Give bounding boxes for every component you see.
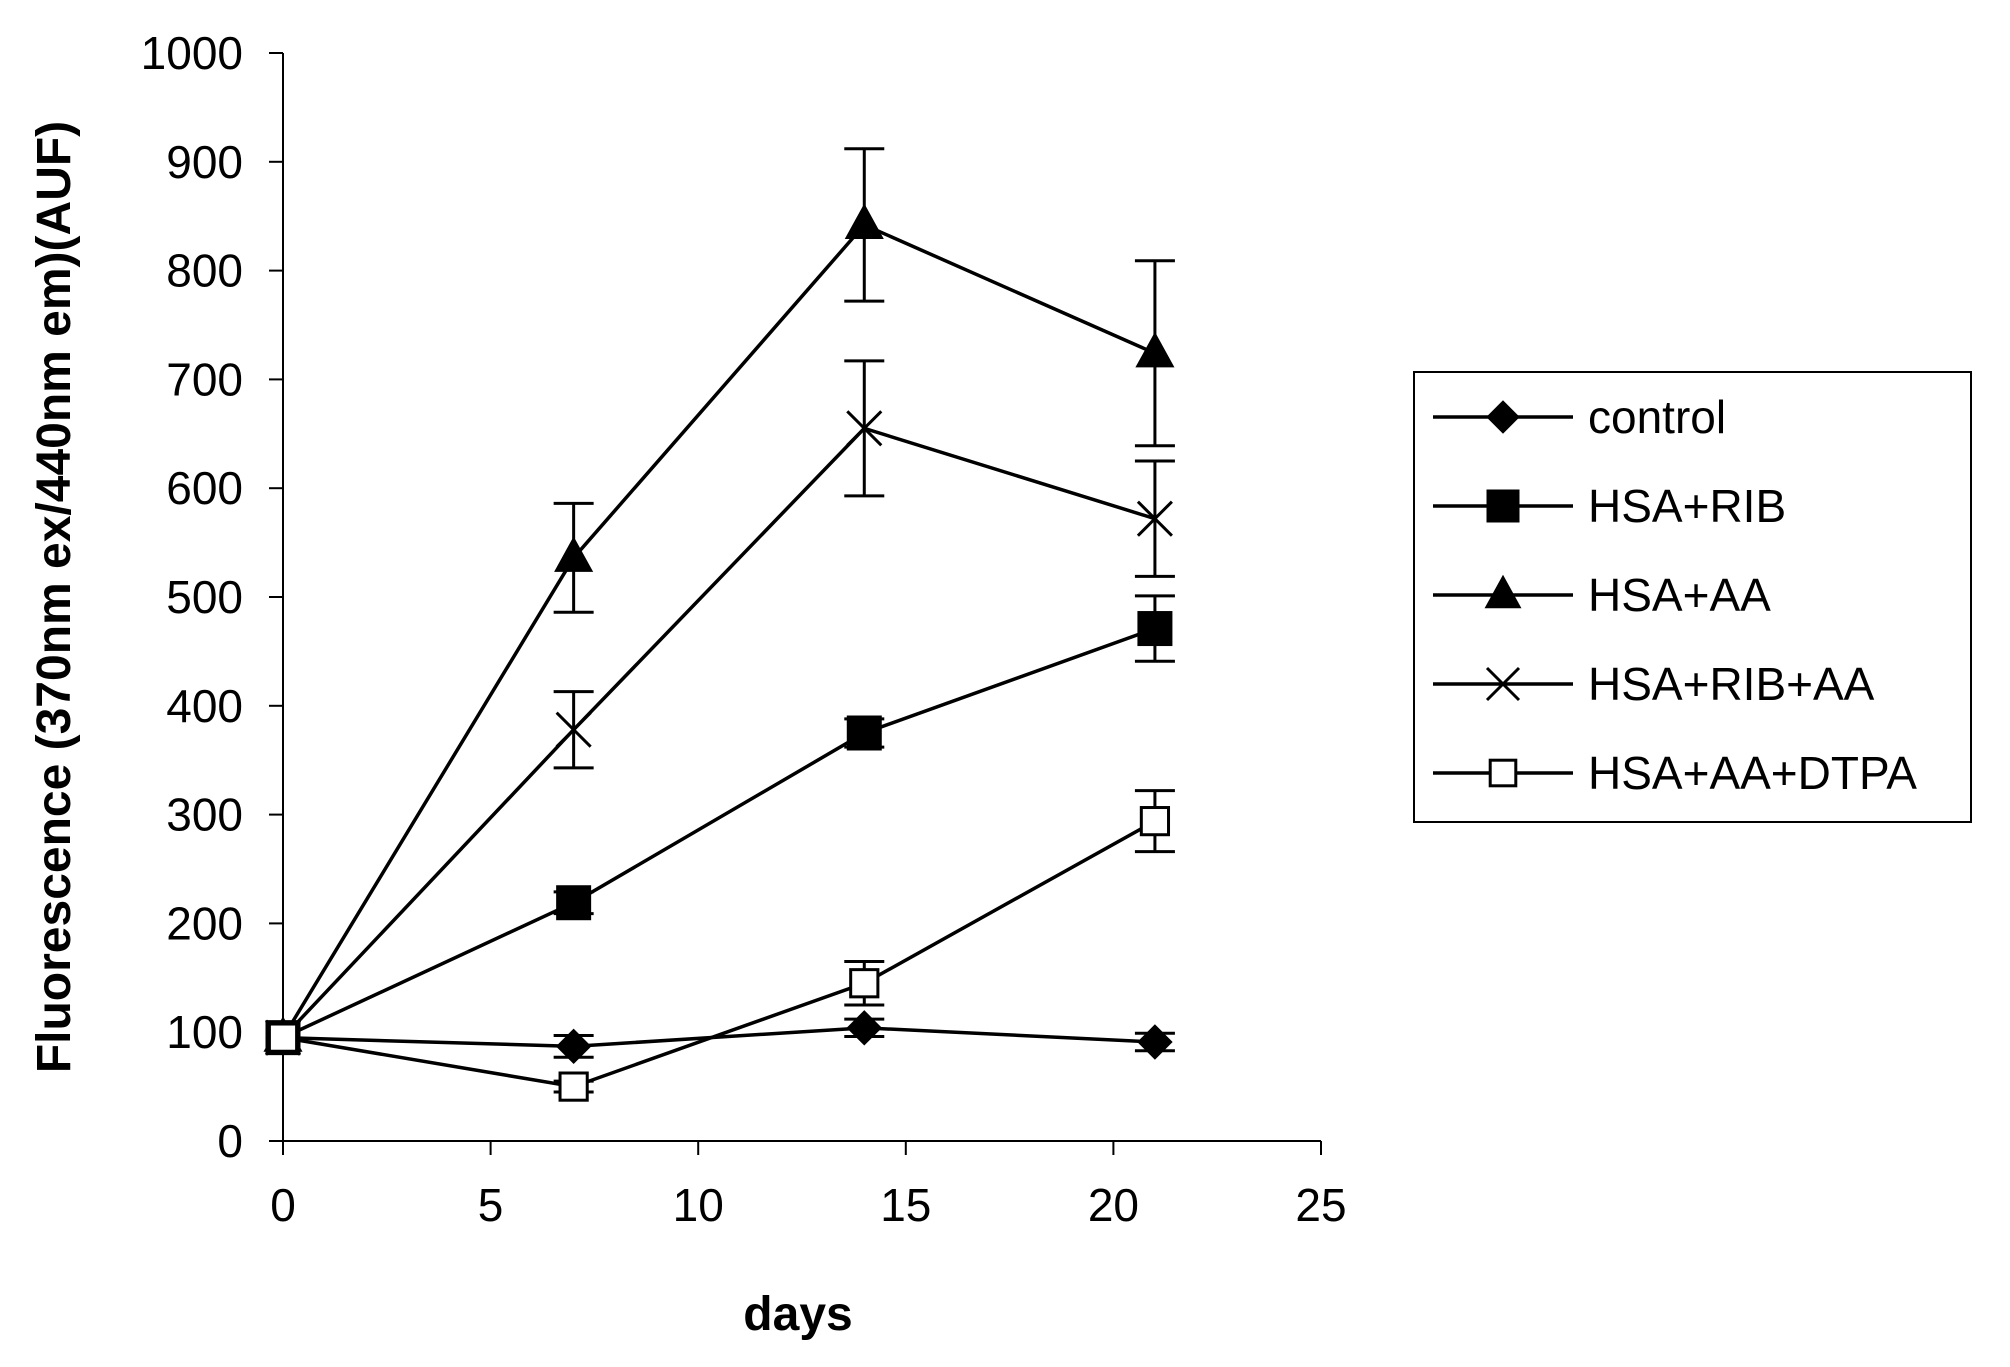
data-point [846, 410, 883, 447]
x-axis-title: days [743, 1288, 852, 1341]
legend-item: HSA+RIB [1433, 480, 1786, 532]
y-tick-label: 300 [166, 789, 243, 841]
y-tick-label: 0 [217, 1115, 243, 1167]
marker-stroke [1485, 666, 1521, 702]
data-point [558, 1071, 589, 1102]
legend-marker [1486, 489, 1520, 523]
legend-marker [1484, 574, 1522, 609]
series-line [282, 626, 1156, 1040]
data-point [1137, 611, 1173, 647]
series-control [265, 1010, 1175, 1065]
plot-series [263, 147, 1175, 1102]
legend-marker [1485, 666, 1521, 702]
legend-item: HSA+AA [1433, 569, 1771, 621]
y-axis: 0 100 200 300 400 500 600 700 800 900 1000 [141, 27, 284, 1167]
data-point [846, 715, 882, 751]
series-HSA+AA+DTPA [267, 789, 1175, 1102]
x-tick-label: 0 [270, 1179, 296, 1231]
series-line [282, 819, 1156, 1089]
legend-marker [1488, 758, 1518, 788]
y-tick-label: 100 [166, 1006, 243, 1058]
y-tick-label: 500 [166, 571, 243, 623]
series-HSA+AA [263, 147, 1175, 1052]
y-tick-label: 900 [166, 136, 243, 188]
marker-stroke [1136, 500, 1173, 537]
y-tick-label: 400 [166, 680, 243, 732]
y-axis-title: Fluorescence (370nm ex/440nm em)(AUF) [28, 121, 81, 1073]
data-point [846, 1010, 882, 1046]
data-point [556, 885, 592, 921]
series-line [281, 222, 1156, 1039]
data-point [555, 711, 592, 748]
data-point [555, 1028, 592, 1065]
data-point [554, 536, 594, 572]
data-point [849, 968, 880, 999]
legend-item: control [1433, 391, 1726, 443]
data-point [1136, 500, 1173, 537]
series-HSA+RIB+AA [264, 359, 1175, 1056]
data-point [1137, 1024, 1173, 1060]
legend: control HSA+RIB HSA+AA HSA+RIB+AA HSA+AA+DTP… [1413, 371, 1972, 823]
legend-marker [1486, 400, 1520, 434]
y-tick-label: 200 [166, 897, 243, 949]
legend-label: HSA+AA+DTPA [1588, 747, 1917, 799]
y-tick-label: 1000 [141, 27, 243, 79]
y-tick-label: 700 [166, 353, 243, 405]
x-axis: 0 5 10 15 20 25 [270, 1140, 1347, 1231]
data-point [267, 1022, 299, 1053]
legend-label: HSA+AA [1588, 569, 1771, 621]
series-line [281, 426, 1156, 1039]
marker-stroke [555, 711, 592, 748]
data-point [1135, 331, 1175, 368]
x-tick-label: 25 [1295, 1179, 1346, 1231]
series-HSA+RIB [265, 594, 1175, 1056]
legend-item: HSA+RIB+AA [1433, 658, 1875, 710]
legend-item: HSA+AA+DTPA [1433, 747, 1917, 799]
data-point [1139, 806, 1171, 837]
marker-stroke [846, 410, 883, 447]
x-tick-label: 5 [478, 1179, 504, 1231]
y-tick-label: 600 [166, 462, 243, 514]
y-tick-label: 800 [166, 245, 243, 297]
legend-label: HSA+RIB+AA [1588, 658, 1875, 710]
data-point [844, 203, 884, 240]
series-line [282, 1026, 1156, 1049]
x-tick-label: 10 [673, 1179, 724, 1231]
legend-label: control [1588, 391, 1726, 443]
x-tick-label: 15 [880, 1179, 931, 1231]
legend-label: HSA+RIB [1588, 480, 1786, 532]
x-tick-label: 20 [1088, 1179, 1139, 1231]
